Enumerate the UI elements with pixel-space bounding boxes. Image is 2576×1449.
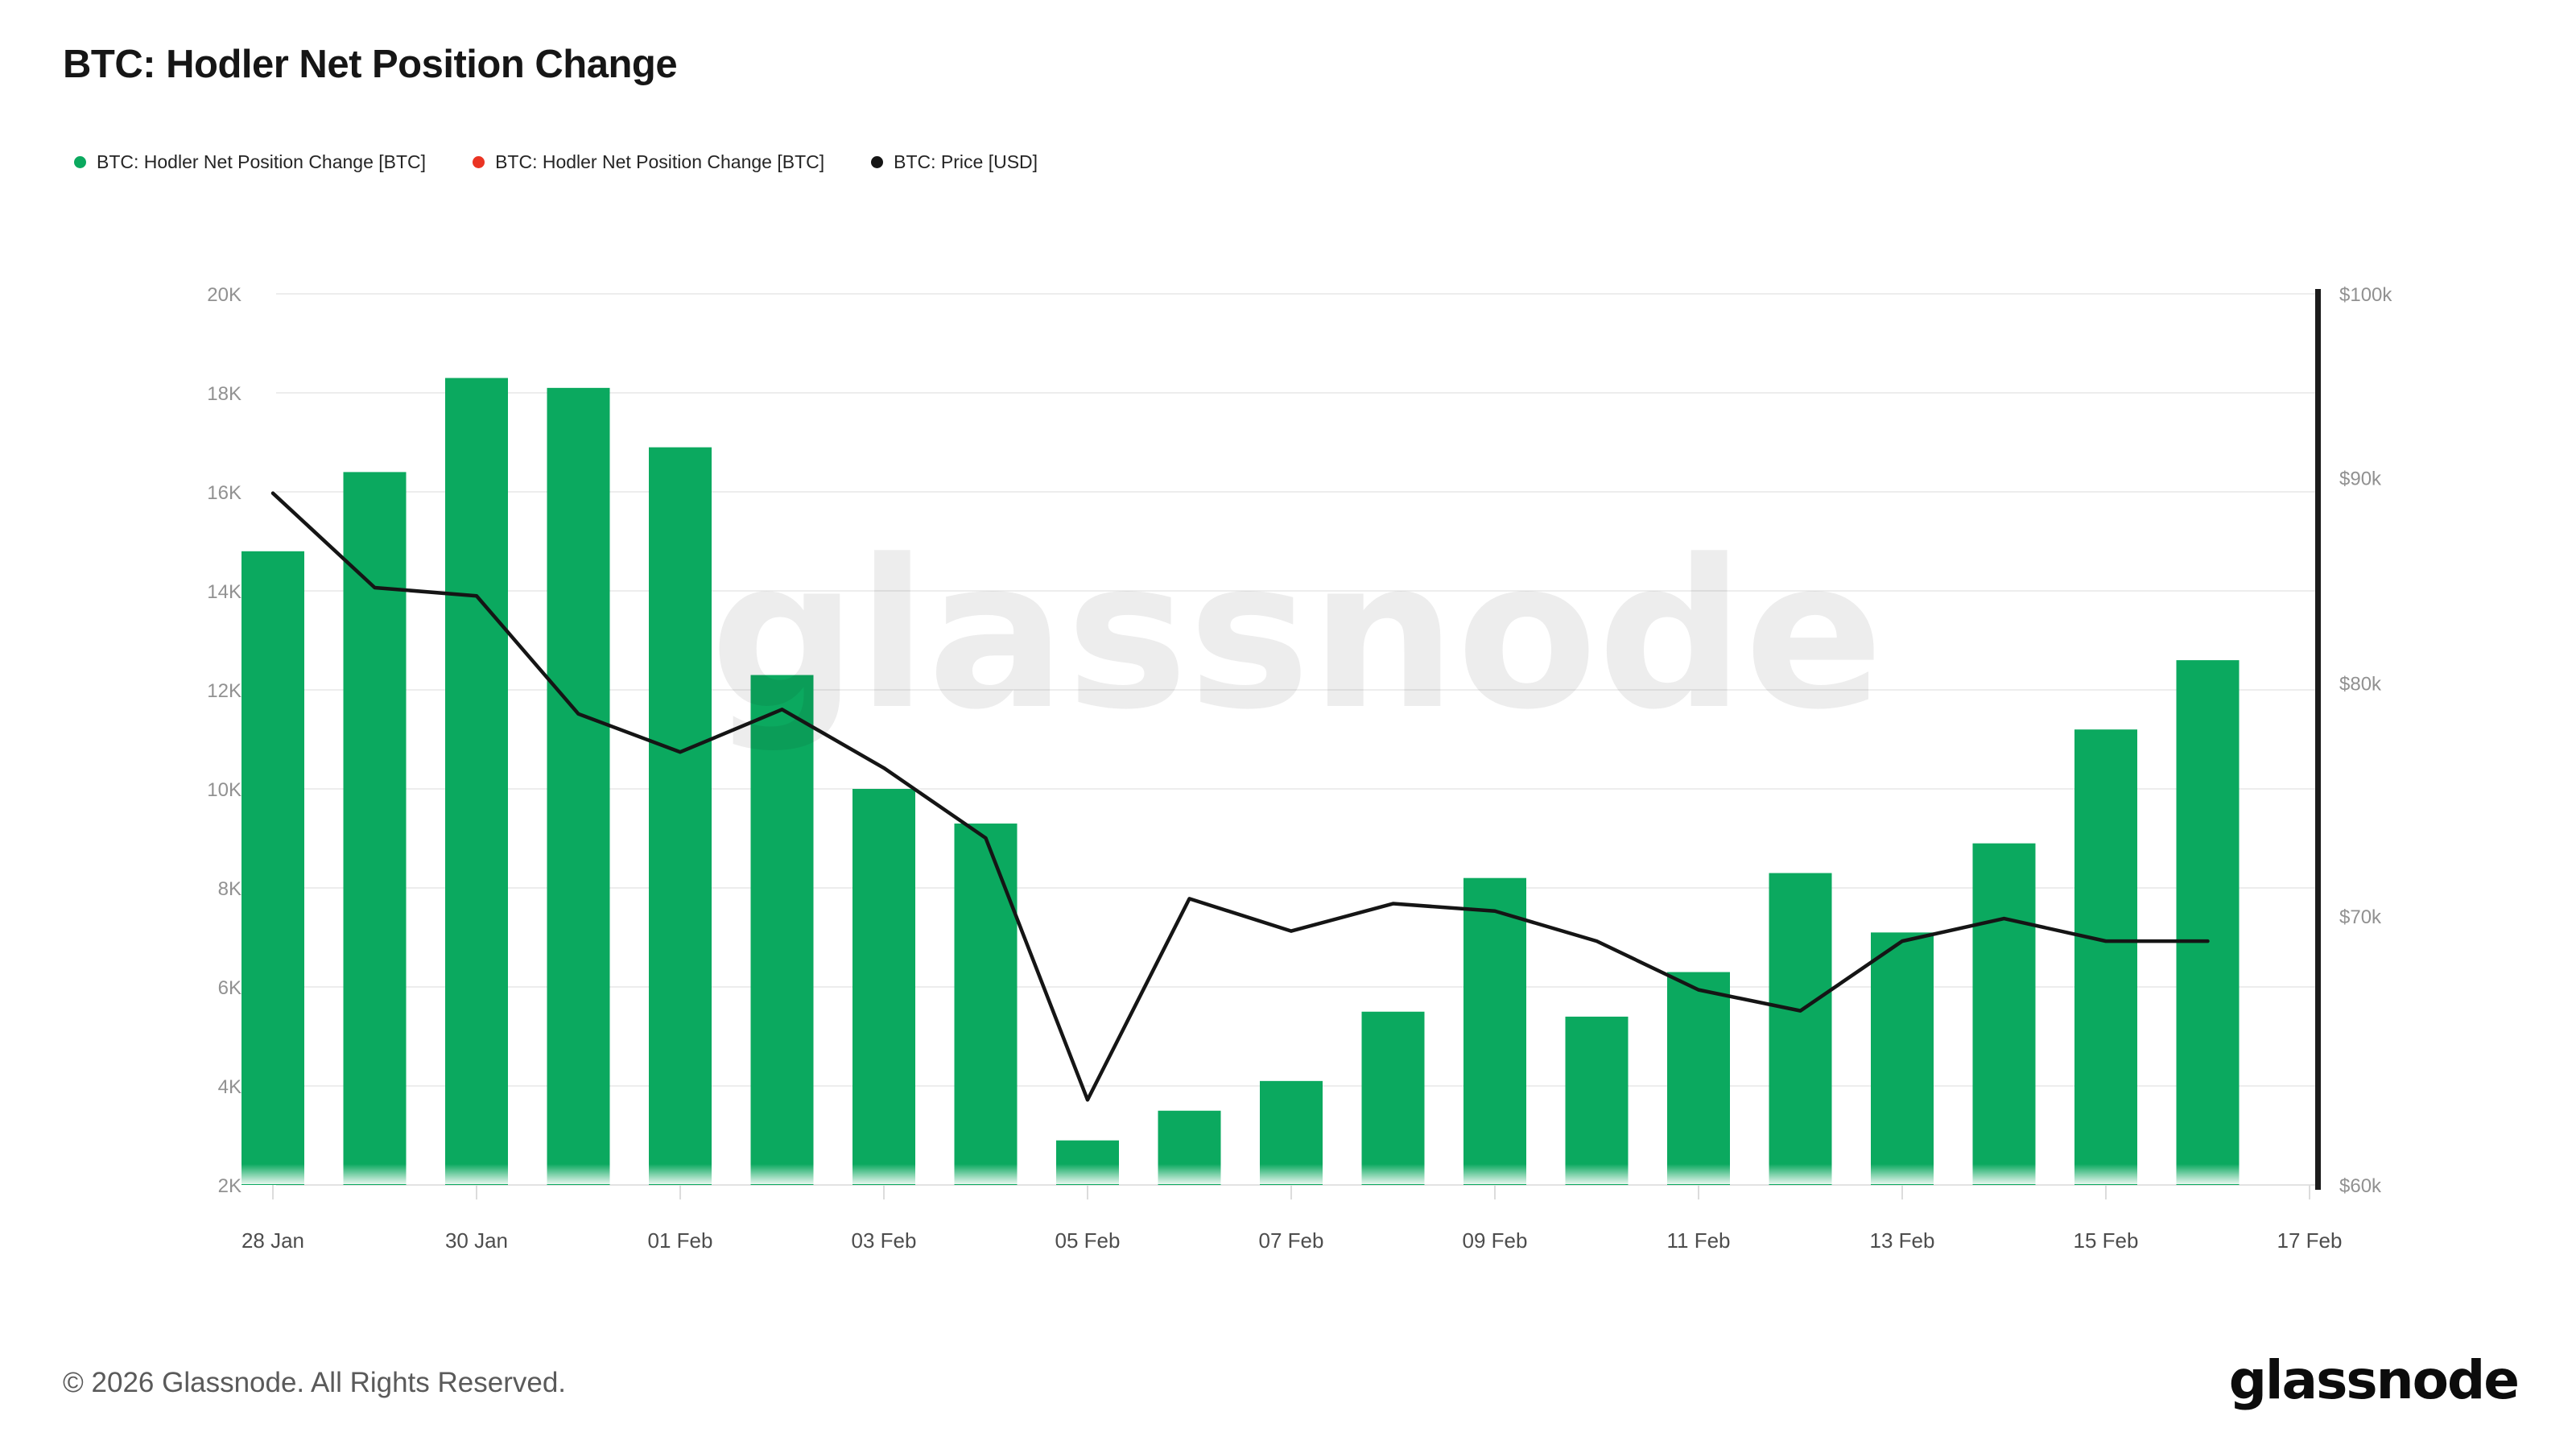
legend-item-hodler-positive[interactable]: BTC: Hodler Net Position Change [BTC] xyxy=(74,151,426,173)
x-axis-label: 15 Feb xyxy=(2074,1228,2139,1253)
bar-fade-overlay xyxy=(240,1164,2318,1184)
glassnode-logo: glassnode xyxy=(2228,1349,2520,1411)
bar xyxy=(1667,972,1730,1185)
right-axis-label: $90k xyxy=(2339,468,2382,489)
price-line xyxy=(270,491,2210,1102)
bar xyxy=(750,675,814,1185)
right-axis-label: $80k xyxy=(2339,674,2382,696)
bar xyxy=(445,378,508,1185)
bar xyxy=(1463,877,1526,1185)
left-axis-label: 18K xyxy=(207,383,242,405)
right-axis-label: $60k xyxy=(2339,1175,2382,1197)
x-axis-label: 17 Feb xyxy=(2277,1228,2343,1253)
bar xyxy=(954,824,1018,1185)
left-axis-label: 14K xyxy=(207,581,242,603)
bar xyxy=(1565,1016,1629,1185)
bar xyxy=(2176,660,2240,1185)
left-axis-label: 6K xyxy=(218,977,242,999)
x-axis-label: 07 Feb xyxy=(1259,1228,1324,1253)
bar xyxy=(547,387,610,1186)
left-axis-label: 10K xyxy=(207,779,242,801)
left-axis-label: 16K xyxy=(207,482,242,504)
bar xyxy=(852,789,915,1185)
copyright-text: © 2026 Glassnode. All Rights Reserved. xyxy=(63,1367,567,1398)
legend-label: BTC: Hodler Net Position Change [BTC] xyxy=(495,151,825,172)
bar xyxy=(1972,843,2036,1185)
left-axis-label: 4K xyxy=(218,1076,242,1098)
bar xyxy=(242,551,304,1185)
bar xyxy=(1871,932,1934,1185)
bar xyxy=(649,447,712,1185)
x-axis-label: 01 Feb xyxy=(648,1228,713,1253)
legend-item-hodler-negative[interactable]: BTC: Hodler Net Position Change [BTC] xyxy=(473,151,824,173)
right-axis-label: $70k xyxy=(2339,906,2382,928)
x-axis-label: 13 Feb xyxy=(1870,1228,1935,1253)
bar xyxy=(343,472,407,1185)
bar xyxy=(2074,729,2137,1185)
black-dot-icon xyxy=(871,156,884,168)
glassnode-watermark: glassnode xyxy=(710,516,1884,755)
left-axis-label: 8K xyxy=(218,878,242,900)
left-axis-label: 2K xyxy=(218,1175,242,1197)
legend-item-price[interactable]: BTC: Price [USD] xyxy=(871,151,1038,173)
x-axis-label: 28 Jan xyxy=(242,1228,304,1253)
x-axis-label: 05 Feb xyxy=(1055,1228,1121,1253)
x-axis-label: 03 Feb xyxy=(852,1228,917,1253)
legend-label: BTC: Price [USD] xyxy=(894,151,1038,172)
bar xyxy=(1361,1011,1425,1185)
red-dot-icon xyxy=(473,156,485,168)
right-axis-label: $100k xyxy=(2339,284,2392,306)
page-title: BTC: Hodler Net Position Change xyxy=(63,43,678,86)
left-axis-label: 12K xyxy=(207,680,242,702)
green-dot-icon xyxy=(74,156,86,168)
bar xyxy=(1769,873,1832,1185)
legend-label: BTC: Hodler Net Position Change [BTC] xyxy=(97,151,427,172)
chart-legend: BTC: Hodler Net Position Change [BTC] BT… xyxy=(74,151,1038,173)
x-axis-label: 11 Feb xyxy=(1666,1228,1730,1253)
x-axis-label: 09 Feb xyxy=(1463,1228,1528,1253)
left-axis-label: 20K xyxy=(207,284,242,306)
right-axis-line xyxy=(2315,289,2321,1190)
x-axis-label: 30 Jan xyxy=(445,1228,508,1253)
